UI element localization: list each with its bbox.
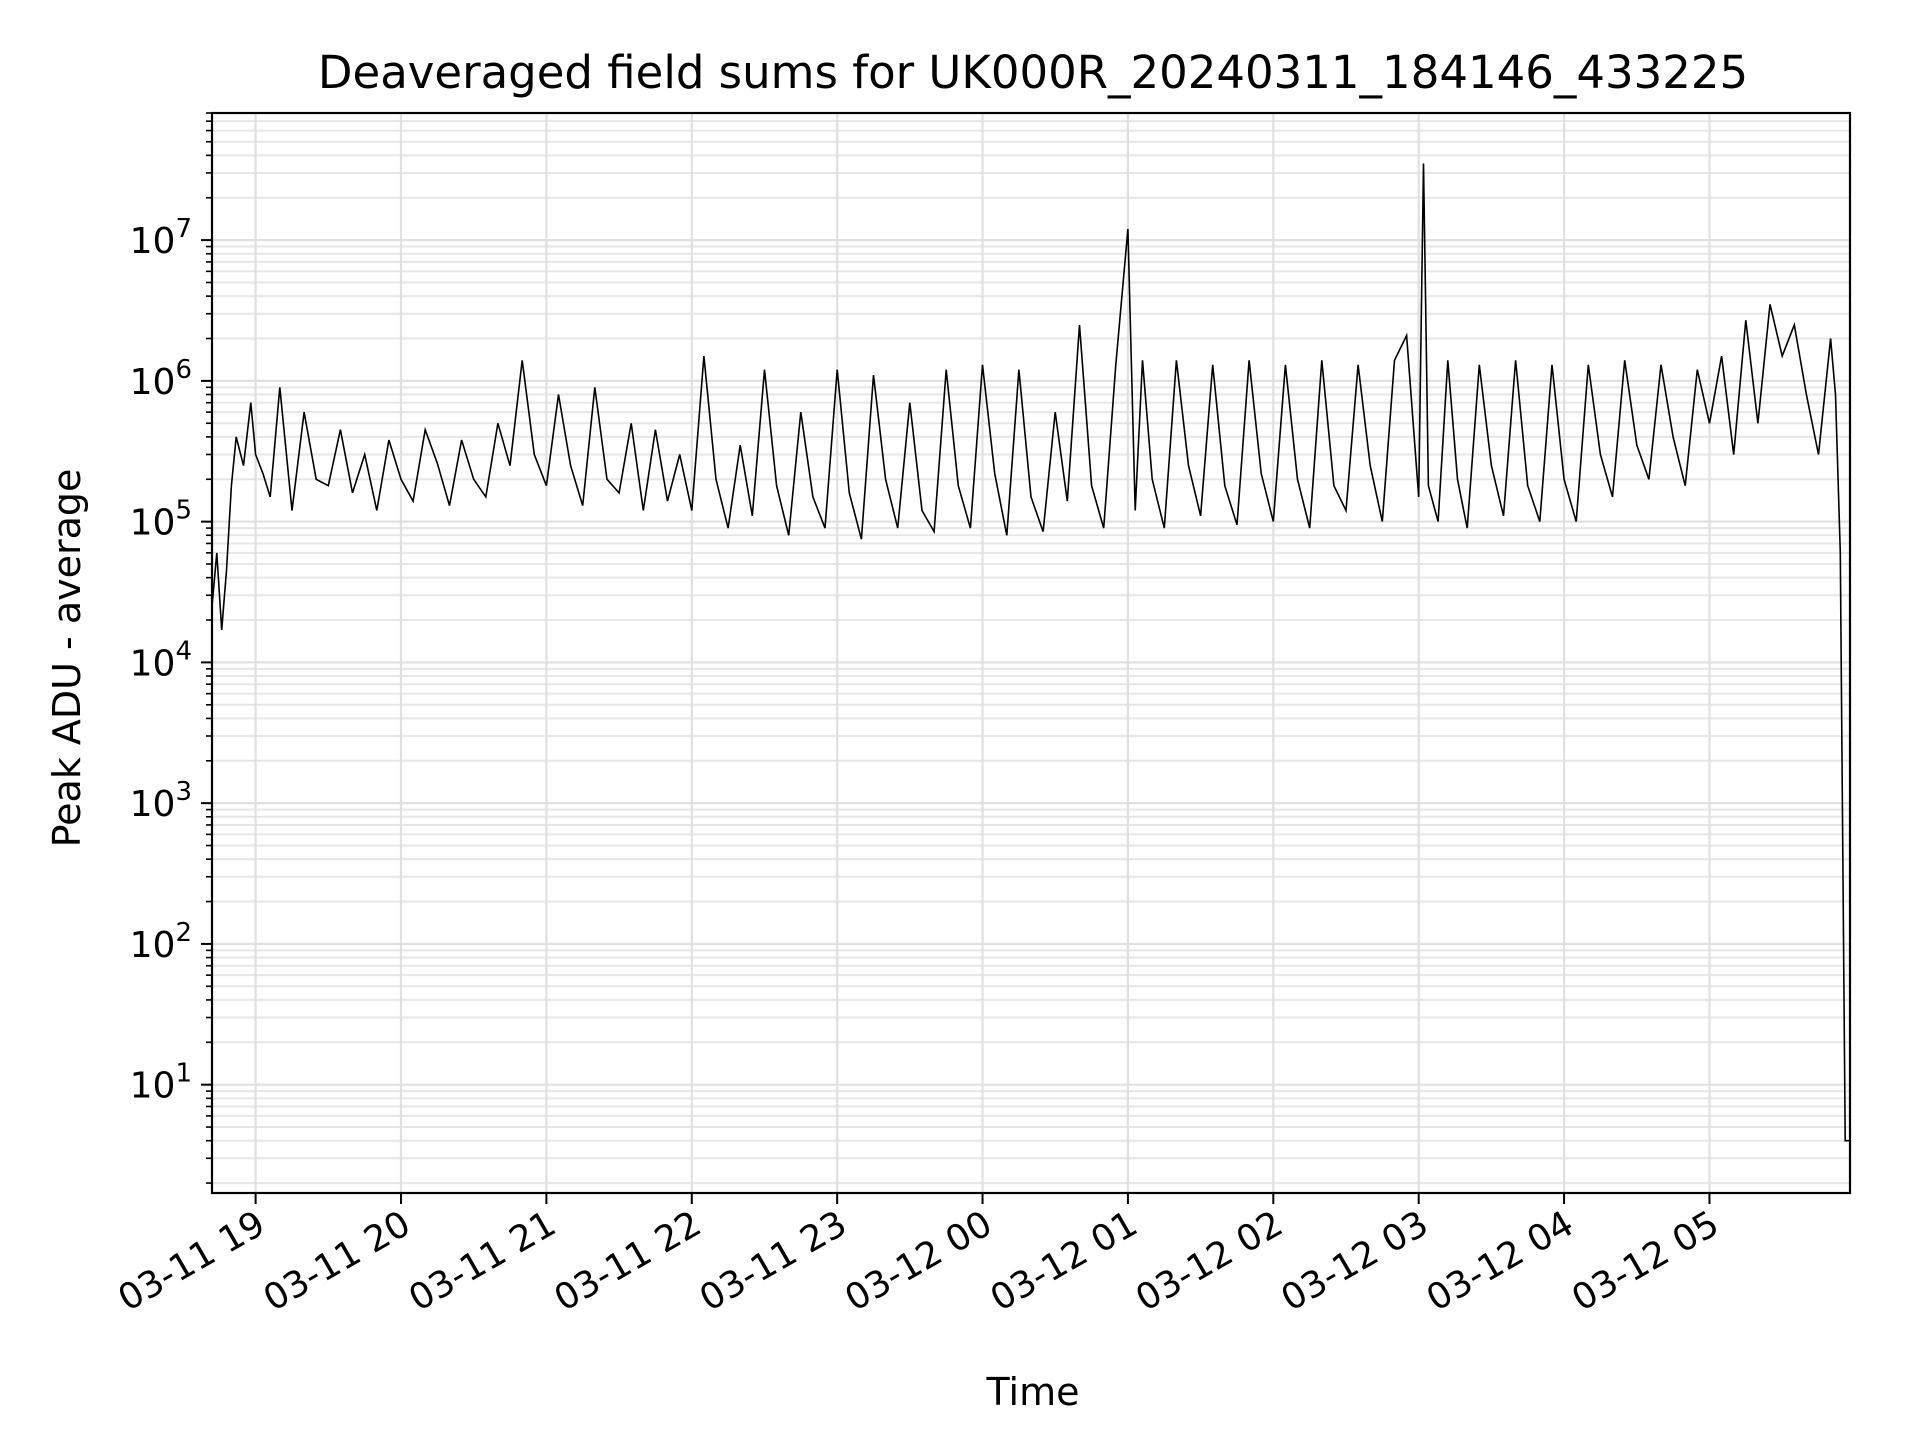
x-tick-label: 03-12 04 <box>1420 1203 1581 1319</box>
x-tick-label: 03-11 23 <box>693 1203 854 1319</box>
y-tick-label: 104 <box>130 636 192 684</box>
x-tick-label: 03-12 05 <box>1565 1203 1726 1319</box>
y-tick-label: 102 <box>130 918 192 966</box>
series-line <box>211 163 1850 1142</box>
x-tick-label: 03-12 03 <box>1275 1203 1436 1319</box>
x-tick-label: 03-12 02 <box>1129 1203 1290 1319</box>
x-tick-label: 03-12 01 <box>984 1203 1145 1319</box>
x-tick-label: 03-11 20 <box>257 1203 418 1319</box>
x-axis-label: Time <box>986 1370 1080 1414</box>
y-tick-label: 105 <box>130 496 192 544</box>
y-tick-label: 106 <box>130 355 192 403</box>
chart-title: Deaveraged field sums for UK000R_2024031… <box>318 46 1748 99</box>
plot-frame <box>210 111 1852 1195</box>
x-tick-label: 03-11 19 <box>111 1203 272 1319</box>
y-tick-label: 101 <box>130 1059 192 1107</box>
y-tick-label: 107 <box>130 214 192 262</box>
y-tick-label: 103 <box>130 777 192 825</box>
y-axis-label: Peak ADU - average <box>45 469 89 848</box>
x-tick-label: 03-12 00 <box>838 1203 999 1319</box>
x-tick-label: 03-11 22 <box>548 1203 709 1319</box>
x-tick-label: 03-11 21 <box>402 1203 563 1319</box>
